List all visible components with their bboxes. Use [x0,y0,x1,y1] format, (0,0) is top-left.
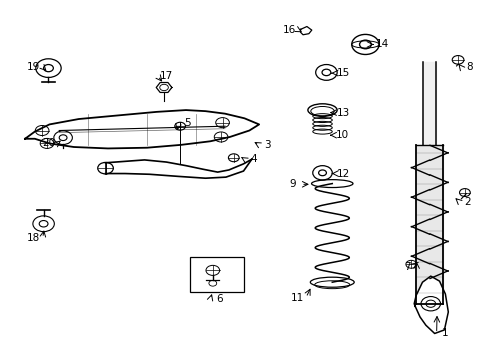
Text: 20: 20 [42,139,55,148]
Text: 16: 16 [282,25,295,35]
Text: 5: 5 [184,118,190,128]
Text: 7: 7 [404,262,410,272]
Polygon shape [25,110,259,148]
Text: 6: 6 [215,294,222,304]
Polygon shape [413,276,447,333]
Text: 12: 12 [336,168,349,179]
Text: 18: 18 [27,233,41,243]
Text: 10: 10 [335,130,348,140]
Bar [189,257,244,292]
Text: 3: 3 [264,140,271,150]
Text: 4: 4 [249,154,256,164]
Text: 2: 2 [464,197,470,207]
Text: 15: 15 [336,68,349,78]
Polygon shape [415,145,443,304]
Text: 1: 1 [441,328,448,338]
Text: 14: 14 [375,40,388,49]
Polygon shape [423,62,435,145]
Text: 13: 13 [336,108,349,118]
Text: 19: 19 [27,62,41,72]
Text: 8: 8 [466,62,472,72]
Text: 17: 17 [160,71,173,81]
Text: 11: 11 [290,293,303,303]
Text: 9: 9 [288,179,295,189]
